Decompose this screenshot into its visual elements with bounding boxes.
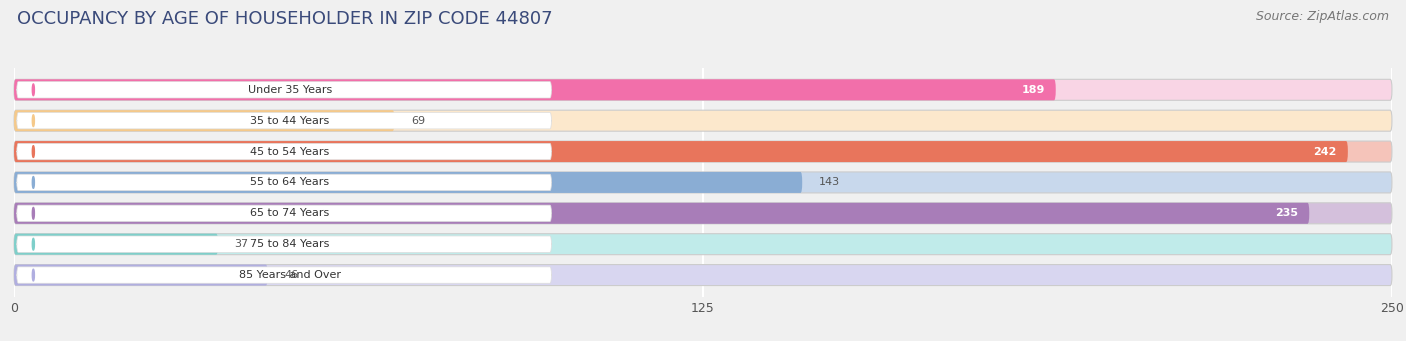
FancyBboxPatch shape xyxy=(17,81,551,98)
Circle shape xyxy=(32,238,34,250)
FancyBboxPatch shape xyxy=(14,172,1392,193)
Text: 45 to 54 Years: 45 to 54 Years xyxy=(250,147,329,157)
Text: 235: 235 xyxy=(1275,208,1298,218)
Text: 85 Years and Over: 85 Years and Over xyxy=(239,270,340,280)
FancyBboxPatch shape xyxy=(14,110,394,131)
Circle shape xyxy=(32,146,34,158)
Text: 69: 69 xyxy=(411,116,425,126)
FancyBboxPatch shape xyxy=(14,203,1309,224)
Text: 65 to 74 Years: 65 to 74 Years xyxy=(250,208,329,218)
Text: 37: 37 xyxy=(235,239,249,249)
FancyBboxPatch shape xyxy=(14,110,1392,131)
Text: 46: 46 xyxy=(284,270,298,280)
Text: Source: ZipAtlas.com: Source: ZipAtlas.com xyxy=(1256,10,1389,23)
FancyBboxPatch shape xyxy=(14,265,1392,285)
Text: 75 to 84 Years: 75 to 84 Years xyxy=(250,239,329,249)
Text: 242: 242 xyxy=(1313,147,1337,157)
FancyBboxPatch shape xyxy=(14,265,267,285)
FancyBboxPatch shape xyxy=(14,141,1392,162)
FancyBboxPatch shape xyxy=(14,203,1392,224)
Text: OCCUPANCY BY AGE OF HOUSEHOLDER IN ZIP CODE 44807: OCCUPANCY BY AGE OF HOUSEHOLDER IN ZIP C… xyxy=(17,10,553,28)
Circle shape xyxy=(32,269,34,281)
Text: 55 to 64 Years: 55 to 64 Years xyxy=(250,177,329,188)
Circle shape xyxy=(32,177,34,188)
FancyBboxPatch shape xyxy=(14,234,218,255)
FancyBboxPatch shape xyxy=(14,79,1392,100)
FancyBboxPatch shape xyxy=(17,267,551,283)
FancyBboxPatch shape xyxy=(17,236,551,252)
Circle shape xyxy=(32,115,34,127)
Circle shape xyxy=(32,84,34,96)
FancyBboxPatch shape xyxy=(14,234,1392,255)
FancyBboxPatch shape xyxy=(17,113,551,129)
Text: 189: 189 xyxy=(1021,85,1045,95)
FancyBboxPatch shape xyxy=(14,172,803,193)
Text: Under 35 Years: Under 35 Years xyxy=(247,85,332,95)
FancyBboxPatch shape xyxy=(17,143,551,160)
FancyBboxPatch shape xyxy=(17,205,551,222)
Text: 143: 143 xyxy=(818,177,839,188)
Circle shape xyxy=(32,207,34,219)
FancyBboxPatch shape xyxy=(14,79,1056,100)
FancyBboxPatch shape xyxy=(14,141,1348,162)
Text: 35 to 44 Years: 35 to 44 Years xyxy=(250,116,329,126)
FancyBboxPatch shape xyxy=(17,174,551,191)
